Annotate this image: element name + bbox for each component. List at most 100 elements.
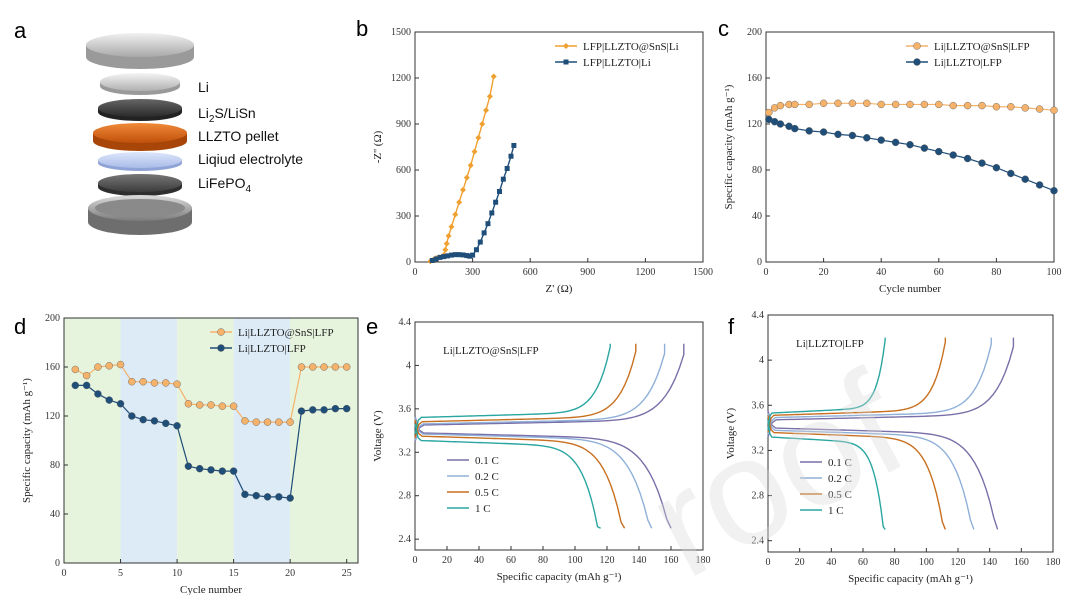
bottom-case-layer bbox=[88, 195, 192, 235]
series-0-point-20 bbox=[1021, 104, 1029, 112]
y-tick-label-4: 160 bbox=[747, 73, 762, 84]
series-1-point-11 bbox=[891, 138, 900, 147]
plot-frame bbox=[414, 31, 704, 263]
x-tick-label-0: 0 bbox=[764, 267, 769, 278]
series-0-point-19 bbox=[1007, 103, 1015, 111]
series-1-point-19 bbox=[500, 176, 506, 182]
x-tick-label-7: 140 bbox=[632, 555, 647, 566]
series-0-point-9 bbox=[448, 223, 455, 230]
x-tick-label-8: 160 bbox=[664, 555, 679, 566]
x-tick-label-5: 100 bbox=[919, 557, 934, 568]
series-1-point-21 bbox=[309, 406, 317, 414]
series-1-point-12 bbox=[207, 466, 215, 474]
series-1-point-21 bbox=[1035, 181, 1044, 189]
x-tick-label-5: 100 bbox=[568, 555, 583, 566]
series-1-point-9 bbox=[863, 134, 871, 142]
y-tick-label-2: 80 bbox=[752, 165, 762, 176]
x-tick-label-3: 15 bbox=[229, 568, 239, 579]
series-0-point-12 bbox=[207, 401, 215, 409]
series-1-point-11 bbox=[470, 252, 476, 258]
x-tick-label-1: 20 bbox=[795, 557, 805, 568]
series-0-point-17 bbox=[263, 418, 272, 426]
x-tick-label-4: 80 bbox=[890, 557, 900, 568]
x-tick-label-8: 160 bbox=[1014, 557, 1029, 568]
series-1-point-19 bbox=[286, 494, 294, 502]
label-liquid-electrolyte: Liqiud electrolyte bbox=[198, 151, 303, 167]
chart-title: Li|LLZTO|LFP bbox=[796, 338, 864, 350]
chart-c: 0 20 40 60 80 100 0 40 80 120 160 200 Cycle number Sp… bbox=[723, 27, 1062, 295]
series-1-point-6 bbox=[819, 128, 828, 136]
series-1-point-18 bbox=[496, 188, 502, 194]
series-1-point-5 bbox=[805, 127, 813, 135]
series-0-point-11 bbox=[456, 199, 463, 206]
y-tick-label-5: 200 bbox=[45, 313, 60, 324]
series-0-point-7 bbox=[834, 99, 842, 108]
x-tick-label-5: 25 bbox=[342, 568, 352, 579]
y-tick-label-0: 0 bbox=[406, 257, 411, 268]
y-tick-label-4: 4 bbox=[406, 360, 411, 371]
x-tick-label-0: 0 bbox=[413, 267, 418, 278]
series-0-point-9 bbox=[173, 380, 181, 388]
y-tick-label-1: 40 bbox=[50, 509, 60, 520]
y-axis-label: Specific capacity (mAh g⁻¹) bbox=[723, 84, 735, 209]
series-1-point-2 bbox=[94, 390, 102, 398]
y-tick-label-1: 2.8 bbox=[752, 491, 765, 502]
x-axis-label: Cycle number bbox=[180, 584, 242, 595]
series-0-point-8 bbox=[445, 232, 452, 239]
y-axis-label: Specific capacity (mAh g⁻¹) bbox=[21, 378, 33, 503]
series-1-point-7 bbox=[456, 252, 462, 258]
chart-f: 0 20 40 60 80 100 120 140 160 180 2.4 2.8 3.2 3.6 4 4.4… bbox=[725, 310, 1061, 585]
y-tick-label-5: 4.4 bbox=[399, 317, 412, 328]
band-3 bbox=[233, 318, 291, 563]
series-1-point-0 bbox=[429, 257, 435, 263]
panel-label-b: b bbox=[356, 16, 368, 41]
x-tick-label-4: 1200 bbox=[635, 267, 655, 278]
series-0-point-11 bbox=[195, 401, 204, 409]
x-tick-label-0: 0 bbox=[62, 568, 67, 579]
series-0-discharge-curve bbox=[414, 416, 672, 529]
series-1-point-22 bbox=[1050, 186, 1058, 195]
legend-label-0: Li|LLZTO@SnS|LFP bbox=[238, 327, 334, 339]
x-tick-label-1: 20 bbox=[819, 267, 829, 278]
series-1-point-1 bbox=[82, 381, 91, 390]
series-1-point-5 bbox=[448, 252, 454, 258]
series-0-point-6 bbox=[139, 378, 147, 386]
series-1-point-7 bbox=[150, 417, 159, 425]
legend-marker-0 bbox=[563, 43, 569, 49]
series-1-point-12 bbox=[473, 247, 479, 253]
series-0-point-20 bbox=[297, 363, 306, 371]
series-0-charge-curve bbox=[414, 343, 685, 442]
series-1-point-6 bbox=[139, 415, 147, 424]
x-tick-label-2: 40 bbox=[826, 557, 836, 568]
series-0-discharge-curve bbox=[767, 410, 999, 530]
legend-label-2: 0.5 C bbox=[475, 487, 499, 499]
series-0-point-23 bbox=[331, 363, 340, 371]
series-0-point-18 bbox=[275, 418, 283, 426]
legend-label-1: 0.2 C bbox=[828, 473, 852, 485]
series-0-point-18 bbox=[483, 107, 490, 114]
series-1-point-9 bbox=[464, 253, 470, 259]
series-1-point-24 bbox=[342, 404, 351, 413]
legend-label-3: 1 C bbox=[475, 503, 491, 515]
series-2-charge-curve bbox=[767, 337, 947, 433]
series-0-point-12 bbox=[460, 186, 466, 193]
series-1-point-18 bbox=[992, 163, 1001, 172]
series-1-point-3 bbox=[441, 254, 447, 260]
series-0-point-19 bbox=[486, 93, 493, 100]
series-1-charge-curve bbox=[414, 343, 666, 441]
x-tick-label-5: 100 bbox=[1047, 267, 1062, 278]
series-1-point-20 bbox=[504, 165, 510, 171]
series-0-point-11 bbox=[891, 100, 900, 109]
series-1-point-20 bbox=[297, 407, 306, 415]
series-1-point-18 bbox=[275, 493, 283, 501]
series-0-point-15 bbox=[471, 148, 478, 155]
chart-d: 0 5 10 15 20 25 0 40 80 120 160 200 Cycle number Spec… bbox=[21, 313, 359, 595]
x-tick-label-9: 180 bbox=[1046, 557, 1061, 568]
series-1-point-19 bbox=[1007, 169, 1015, 178]
x-tick-label-4: 20 bbox=[285, 568, 295, 579]
series-1-charge-curve bbox=[767, 337, 992, 435]
x-axis-label: Specific capacity (mAh g⁻¹) bbox=[497, 571, 622, 583]
x-tick-label-2: 40 bbox=[474, 555, 484, 566]
series-1-point-14 bbox=[229, 467, 238, 475]
